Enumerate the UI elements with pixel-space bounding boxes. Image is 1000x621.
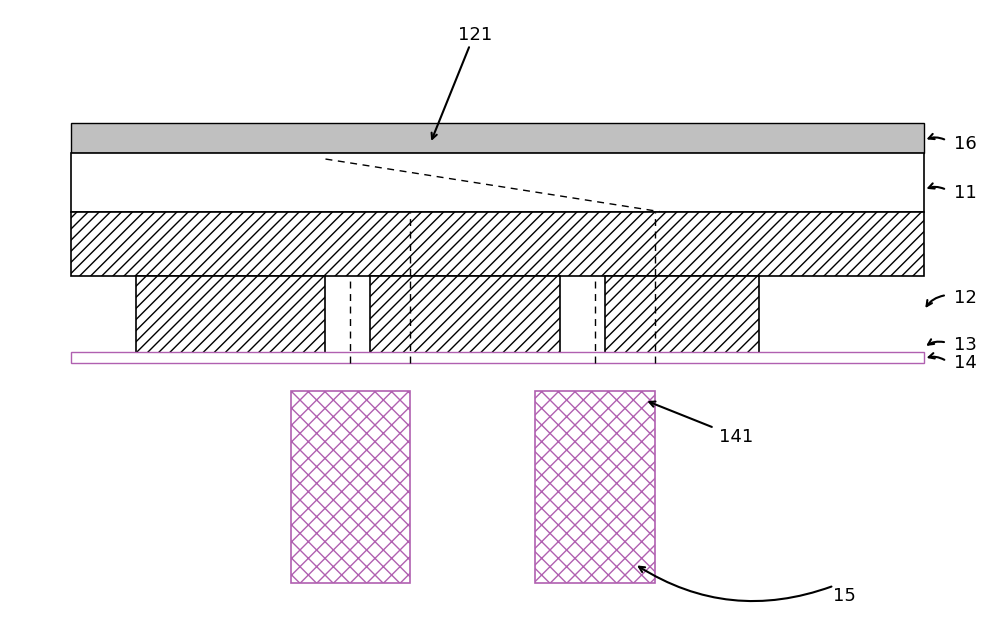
Bar xyxy=(71,352,924,363)
Text: 121: 121 xyxy=(458,26,492,44)
Text: 15: 15 xyxy=(833,587,855,605)
Bar xyxy=(136,276,325,354)
Bar xyxy=(71,153,924,212)
Text: 11: 11 xyxy=(954,184,976,202)
Bar xyxy=(291,391,410,582)
Text: 13: 13 xyxy=(954,335,977,353)
Text: 16: 16 xyxy=(954,135,976,153)
Text: 12: 12 xyxy=(954,289,977,307)
Bar xyxy=(71,123,924,153)
Bar xyxy=(71,212,924,276)
Bar xyxy=(370,276,560,354)
Text: 14: 14 xyxy=(954,354,977,372)
Text: 141: 141 xyxy=(719,428,754,446)
Bar xyxy=(605,276,759,354)
Bar xyxy=(535,391,655,582)
